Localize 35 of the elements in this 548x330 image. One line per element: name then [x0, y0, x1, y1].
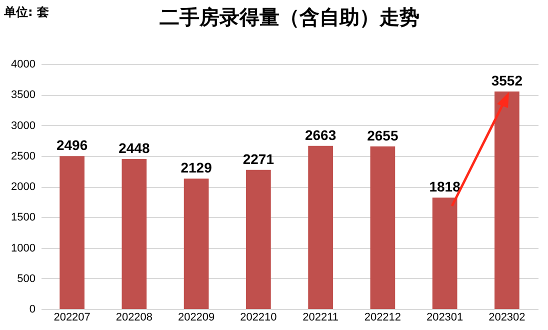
chart-title: 二手房录得量（含自助）走势 [160, 5, 420, 29]
x-tick-label: 202207 [54, 312, 90, 324]
y-tick-label: 3500 [11, 89, 36, 102]
bar [494, 91, 520, 309]
bar [308, 146, 333, 309]
data-label: 2496 [56, 137, 88, 154]
bar [246, 170, 271, 309]
x-tick-label: 202302 [488, 312, 526, 324]
x-tick-label: 202211 [302, 312, 339, 324]
data-label: 3552 [491, 72, 523, 88]
x-tick-label: 202212 [364, 312, 402, 324]
y-tick-label: 4000 [11, 58, 36, 70]
y-tick-label: 1500 [11, 212, 36, 224]
data-label: 2663 [304, 126, 336, 143]
bar [432, 198, 458, 309]
data-label: 1818 [429, 178, 461, 195]
x-tick-label: 202210 [240, 312, 277, 324]
bar [370, 146, 396, 309]
y-tick-label: 3000 [11, 120, 36, 132]
bar [184, 178, 209, 309]
data-label: 2129 [180, 160, 212, 176]
x-tick-label: 202209 [178, 312, 215, 324]
bar [60, 156, 84, 309]
y-tick-label: 0 [29, 304, 36, 316]
x-tick-label: 202301 [426, 312, 464, 324]
text: 单位: 套 [4, 4, 49, 21]
y-tick-label: 500 [17, 272, 36, 285]
x-tick-label: 202208 [116, 312, 153, 324]
bar [122, 159, 147, 309]
data-label: 2271 [242, 150, 274, 167]
y-tick-label: 2500 [11, 150, 36, 162]
y-tick-label: 2000 [11, 181, 36, 193]
y-tick-label: 1000 [11, 242, 36, 254]
data-label: 2655 [367, 127, 398, 144]
data-label: 2448 [118, 140, 150, 156]
